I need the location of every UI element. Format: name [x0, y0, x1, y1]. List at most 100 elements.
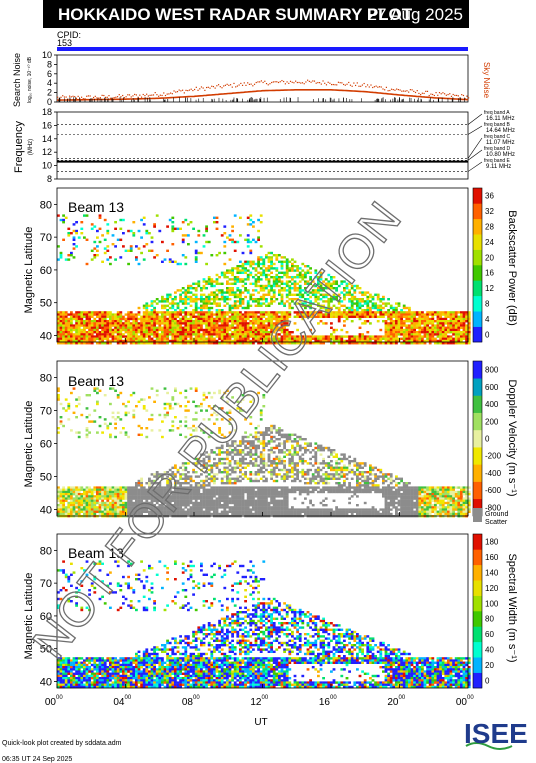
power-cell [309, 335, 312, 338]
power-cell [226, 276, 229, 279]
power-cell [327, 293, 331, 296]
power-cell [59, 256, 63, 259]
sky-noise-point [372, 86, 374, 89]
velocity-cell [218, 504, 221, 507]
power-cell [200, 298, 203, 301]
power-cell [285, 260, 289, 263]
velocity-cell [140, 427, 143, 430]
velocity-cell [210, 499, 214, 502]
power-cell [278, 328, 281, 332]
sky-noise-point [377, 86, 379, 88]
velocity-cell [103, 504, 107, 507]
velocity-cell [226, 512, 229, 516]
power-cell [98, 317, 102, 321]
power-cell [449, 328, 453, 332]
velocity-cell [205, 455, 208, 458]
power-cell [194, 302, 198, 305]
velocity-cell [174, 497, 177, 500]
power-cell [265, 269, 268, 272]
velocity-cell [163, 501, 167, 505]
power-cell [142, 320, 146, 323]
power-cell [252, 339, 255, 343]
power-cell [265, 320, 268, 323]
velocity-cell [218, 512, 221, 516]
power-cell [101, 331, 104, 334]
power-cell [426, 320, 429, 323]
velocity-cell [129, 394, 133, 397]
velocity-cell [119, 418, 123, 421]
power-cell [267, 291, 271, 294]
power-cell [70, 331, 73, 334]
power-cell [158, 337, 162, 340]
power-cell [103, 322, 107, 325]
power-cell [267, 293, 271, 296]
velocity-cell [233, 490, 237, 494]
velocity-cell [59, 510, 63, 513]
power-cell [444, 326, 448, 329]
velocity-cell [210, 506, 214, 509]
power-cell [389, 311, 393, 314]
power-cell [343, 320, 346, 323]
power-cell [249, 273, 253, 277]
power-cell [392, 331, 396, 334]
power-cell [241, 333, 245, 336]
velocity-cell [207, 473, 211, 476]
sky-noise-point [438, 92, 441, 94]
velocity-cell [153, 504, 156, 507]
power-cell [392, 322, 396, 325]
velocity-cell [168, 473, 172, 476]
power-cell [428, 313, 432, 316]
power-cell [93, 328, 97, 332]
velocity-cell [218, 501, 221, 505]
power-cell [200, 287, 203, 290]
sky-noise-point [248, 83, 250, 85]
power-cell [343, 313, 346, 316]
power-cell [93, 311, 97, 314]
power-cell [163, 328, 167, 332]
power-cell [207, 240, 211, 244]
velocity-cell [142, 508, 146, 511]
power-cell [239, 337, 242, 340]
power-cell [405, 313, 409, 316]
power-cell [366, 309, 370, 312]
power-cell [262, 333, 266, 336]
velocity-cell [137, 424, 141, 428]
power-cell [306, 304, 310, 307]
power-cell [262, 265, 266, 268]
power-cell [202, 245, 206, 248]
power-cell [67, 337, 71, 340]
power-cell [270, 324, 273, 327]
sky-noise-point [219, 86, 221, 88]
power-cell [244, 333, 247, 336]
power-cell [205, 280, 208, 283]
power-cell [254, 280, 258, 283]
power-cell [158, 320, 162, 323]
power-cell [387, 339, 390, 343]
velocity-cell [137, 490, 141, 494]
power-cell [350, 337, 354, 340]
power-cell [265, 256, 268, 259]
power-cell [382, 302, 385, 305]
velocity-cell [176, 471, 180, 474]
velocity-cell [179, 490, 182, 494]
power-cell [153, 324, 156, 327]
velocity-cell [228, 431, 232, 434]
power-cell [421, 337, 424, 340]
power-cell [272, 315, 276, 318]
power-cell [306, 337, 310, 340]
power-cell [379, 306, 383, 310]
velocity-cell [231, 457, 234, 461]
velocity-cell [166, 402, 169, 406]
velocity-cell [72, 508, 76, 511]
power-cell [350, 311, 354, 314]
power-cell [194, 320, 198, 323]
power-cell [405, 335, 409, 338]
power-cell [439, 331, 442, 334]
sky-noise-point [370, 84, 372, 86]
power-cell [278, 260, 281, 263]
sky-noise-point [183, 92, 185, 94]
power-cell [62, 342, 65, 345]
power-cell [395, 324, 398, 327]
power-cell [408, 317, 411, 321]
power-cell [213, 280, 216, 283]
